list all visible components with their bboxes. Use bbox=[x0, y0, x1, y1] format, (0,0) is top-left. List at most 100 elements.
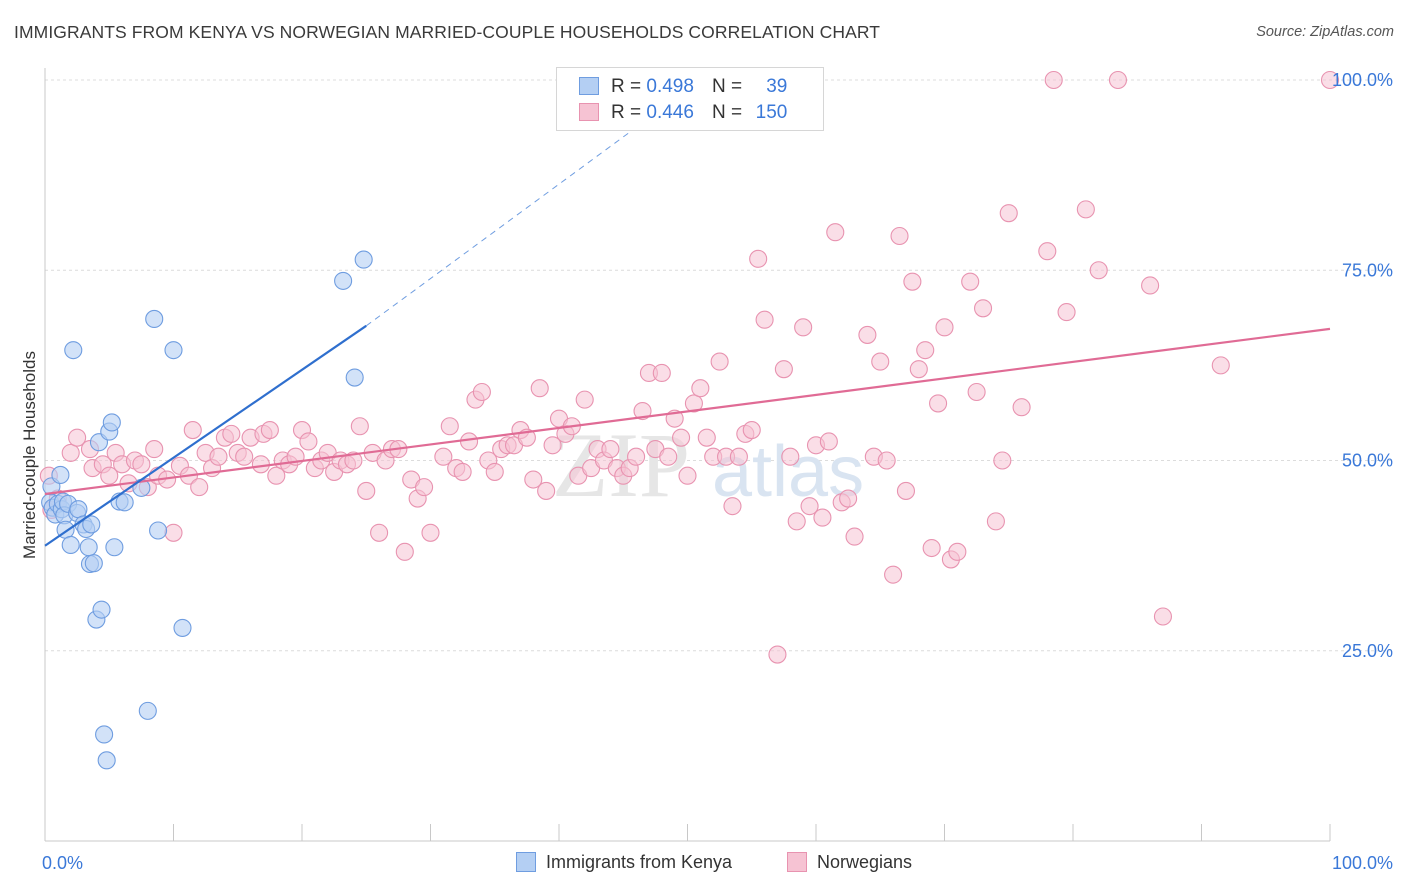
kenya-point bbox=[69, 500, 88, 519]
norwegians-point bbox=[787, 512, 806, 531]
norwegians-point bbox=[537, 481, 556, 500]
norwegians-point bbox=[652, 363, 671, 383]
kenya-point bbox=[79, 538, 98, 557]
norwegians-point bbox=[929, 394, 948, 413]
norwegians-point bbox=[627, 447, 646, 466]
norwegians-point bbox=[871, 352, 890, 371]
norwegians-point bbox=[421, 523, 440, 542]
norwegians-point bbox=[877, 451, 896, 470]
kenya-point bbox=[51, 465, 70, 485]
norwegians-point bbox=[145, 440, 164, 459]
norwegians-point bbox=[672, 428, 691, 447]
norwegians-point bbox=[415, 478, 434, 497]
kenya-trendline bbox=[44, 324, 367, 547]
source-credit: Source: ZipAtlas.com bbox=[1256, 24, 1394, 40]
norwegians-n-value: 150 bbox=[755, 102, 788, 123]
norwegians-point bbox=[916, 341, 935, 360]
norwegians-point bbox=[575, 390, 594, 409]
norwegians-point bbox=[183, 421, 202, 440]
trendlines bbox=[44, 117, 1331, 547]
kenya-point bbox=[105, 538, 124, 557]
norwegians-point bbox=[633, 401, 652, 421]
tick-labels: 25.0% 50.0% 75.0% 100.0% 0.0% 100.0% bbox=[42, 70, 1393, 873]
norwegians-point bbox=[794, 318, 813, 337]
bottom-legend-norwegians: Norwegians bbox=[787, 852, 912, 873]
kenya-point bbox=[149, 521, 168, 540]
norwegians-point bbox=[395, 542, 414, 561]
norwegians-point bbox=[967, 382, 986, 402]
norwegians-point bbox=[1211, 356, 1230, 375]
norwegians-point bbox=[1057, 303, 1076, 322]
norwegians-point bbox=[235, 447, 254, 466]
norwegians-point bbox=[164, 523, 183, 542]
norwegians-point bbox=[659, 447, 678, 466]
norwegians-point bbox=[1012, 398, 1031, 417]
norwegians-point bbox=[774, 360, 793, 379]
y-axis-label: Married-couple Households bbox=[20, 351, 39, 559]
norwegians-point bbox=[472, 382, 491, 402]
norwegians-point bbox=[999, 204, 1018, 223]
y-tick-label: 50.0% bbox=[1342, 451, 1393, 471]
norwegians-point bbox=[986, 512, 1005, 531]
norwegians-point bbox=[749, 249, 768, 268]
norwegians-r-value: 0.446 bbox=[646, 102, 694, 123]
norwegians-point bbox=[1108, 70, 1128, 90]
norwegians-point bbox=[710, 352, 729, 371]
norwegians-point bbox=[826, 223, 845, 242]
norwegians-point bbox=[800, 497, 819, 516]
norwegians-point bbox=[858, 325, 877, 344]
norwegians-point bbox=[370, 523, 389, 542]
y-tick-label: 100.0% bbox=[1332, 70, 1393, 90]
kenya-r-value: 0.498 bbox=[646, 76, 694, 97]
kenya-points bbox=[41, 250, 373, 770]
kenya-point bbox=[61, 535, 80, 555]
norwegians-point bbox=[260, 421, 279, 440]
norwegians-point bbox=[1089, 261, 1108, 280]
norwegians-point bbox=[68, 428, 87, 447]
norwegians-point bbox=[459, 432, 479, 451]
norwegians-point bbox=[1141, 276, 1160, 295]
norwegians-point bbox=[434, 447, 453, 466]
norwegians-point bbox=[845, 527, 864, 546]
norwegians-points bbox=[39, 70, 1340, 664]
n-label: N = bbox=[711, 76, 743, 97]
bottom-legend-kenya: Immigrants from Kenya bbox=[516, 852, 732, 873]
norwegians-point bbox=[839, 489, 858, 508]
norwegians-point bbox=[948, 542, 967, 561]
norwegians-legend-swatch bbox=[787, 852, 807, 872]
kenya-point bbox=[115, 493, 134, 512]
norwegians-point bbox=[884, 565, 903, 584]
norwegians-point bbox=[935, 318, 954, 337]
n-label: N = bbox=[711, 102, 743, 123]
norwegians-point bbox=[267, 466, 286, 485]
norwegians-point bbox=[903, 272, 922, 291]
norwegians-point bbox=[678, 466, 697, 485]
y-tick-label: 25.0% bbox=[1342, 641, 1393, 661]
norwegians-point bbox=[742, 421, 761, 440]
kenya-point bbox=[64, 341, 83, 360]
norwegians-point bbox=[543, 436, 562, 455]
norwegians-point bbox=[993, 451, 1012, 470]
axes bbox=[44, 68, 1331, 842]
norwegians-point bbox=[132, 455, 151, 474]
norwegians-point bbox=[755, 310, 774, 329]
legend-row-norwegians: R = 0.446 N = 150 bbox=[579, 102, 787, 126]
kenya-point bbox=[145, 309, 164, 329]
norwegians-point bbox=[61, 443, 80, 462]
kenya-legend-swatch bbox=[516, 852, 536, 872]
kenya-point bbox=[164, 341, 183, 360]
norwegians-point bbox=[723, 497, 742, 516]
kenya-n-value: 39 bbox=[766, 76, 788, 97]
x-tick-label: 100.0% bbox=[1332, 853, 1393, 873]
norwegians-point bbox=[819, 432, 838, 451]
norwegians-point bbox=[781, 447, 800, 466]
norwegians-point bbox=[1044, 70, 1063, 90]
norwegians-point bbox=[190, 478, 209, 497]
norwegians-point bbox=[697, 428, 716, 447]
kenya-point bbox=[102, 413, 121, 432]
kenya-swatch bbox=[579, 77, 599, 95]
kenya-legend-label: Immigrants from Kenya bbox=[546, 852, 733, 872]
kenya-point bbox=[173, 618, 192, 637]
norwegians-point bbox=[729, 447, 748, 466]
